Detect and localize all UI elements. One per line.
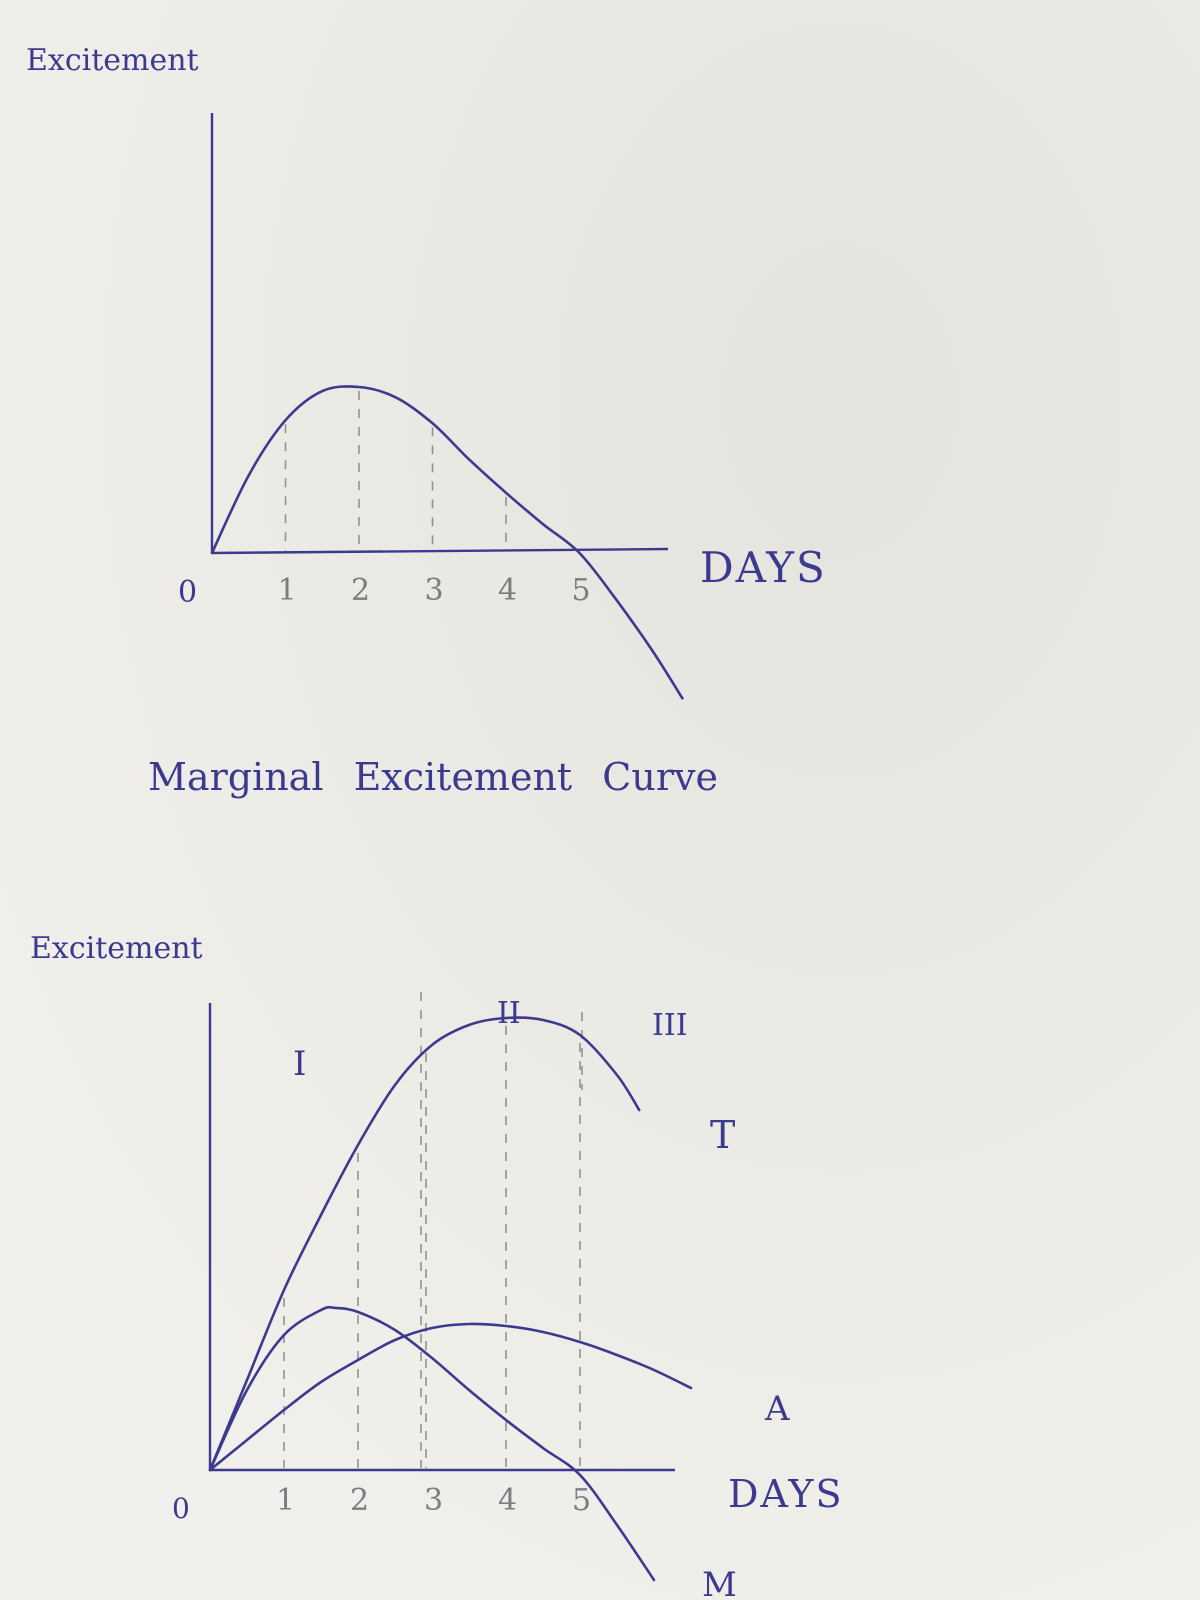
marginal-excitement-chart: Excitement 0 1 2 3 4 5 DAYS Marginal Excitem… <box>26 43 827 799</box>
chart1-y-axis-label: Excitement <box>26 43 199 78</box>
chart2-tick-2: 2 <box>350 1483 369 1518</box>
stage-label-2: II <box>497 996 521 1031</box>
chart1-marginal-curve <box>210 385 684 700</box>
chart1-x-axis <box>211 547 669 555</box>
chart2-curves <box>208 1016 693 1582</box>
chart1-tick-1: 1 <box>278 573 297 608</box>
curve-m <box>208 1305 656 1582</box>
chart2-x-tick-labels: 1 2 3 4 5 <box>276 1483 591 1518</box>
curve-a <box>208 1322 693 1472</box>
chart2-tick-4: 4 <box>498 1483 517 1518</box>
chart1-origin-label: 0 <box>178 575 197 610</box>
chart2-tick-1: 1 <box>276 1483 295 1518</box>
stage-label-1: I <box>293 1044 306 1084</box>
series-label-a: A <box>764 1389 790 1429</box>
chart2-tick-3: 3 <box>424 1483 443 1518</box>
chart2-tick-5: 5 <box>572 1483 591 1518</box>
chart2-guide-lines <box>283 992 583 1468</box>
stage-label-3: III <box>652 1008 688 1043</box>
chart1-guide-lines <box>284 391 507 551</box>
chart2-x-axis-label: DAYS <box>728 1472 844 1516</box>
chart1-tick-4: 4 <box>498 573 517 608</box>
series-label-t: T <box>710 1113 735 1157</box>
series-label-m: M <box>702 1565 737 1600</box>
total-average-marginal-chart: Excitement I II III 0 1 2 3 4 5 DAYS T A M <box>30 931 844 1600</box>
chart2-y-axis-label: Excitement <box>30 931 203 966</box>
chart1-tick-2: 2 <box>351 573 370 608</box>
chart1-tick-3: 3 <box>425 573 444 608</box>
chart1-x-tick-labels: 1 2 3 4 5 <box>278 573 591 608</box>
chart1-x-axis-label: DAYS <box>700 543 827 592</box>
chart2-origin-label: 0 <box>172 1492 190 1525</box>
curve-t <box>208 1016 641 1472</box>
chart1-title: Marginal Excitement Curve <box>148 755 718 799</box>
chart1-tick-5: 5 <box>572 573 591 608</box>
